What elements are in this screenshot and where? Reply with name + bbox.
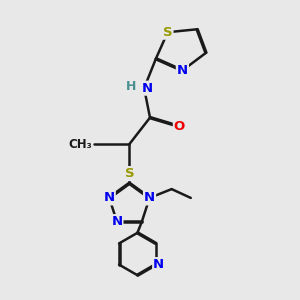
Text: O: O <box>174 120 185 133</box>
Text: N: N <box>111 215 122 228</box>
Text: H: H <box>126 80 136 93</box>
Text: S: S <box>163 26 172 39</box>
Text: S: S <box>124 167 134 180</box>
Text: CH₃: CH₃ <box>68 138 92 151</box>
Text: N: N <box>177 64 188 77</box>
Text: N: N <box>144 191 155 204</box>
Text: N: N <box>104 191 115 204</box>
Text: N: N <box>153 258 164 271</box>
Text: N: N <box>142 82 153 95</box>
